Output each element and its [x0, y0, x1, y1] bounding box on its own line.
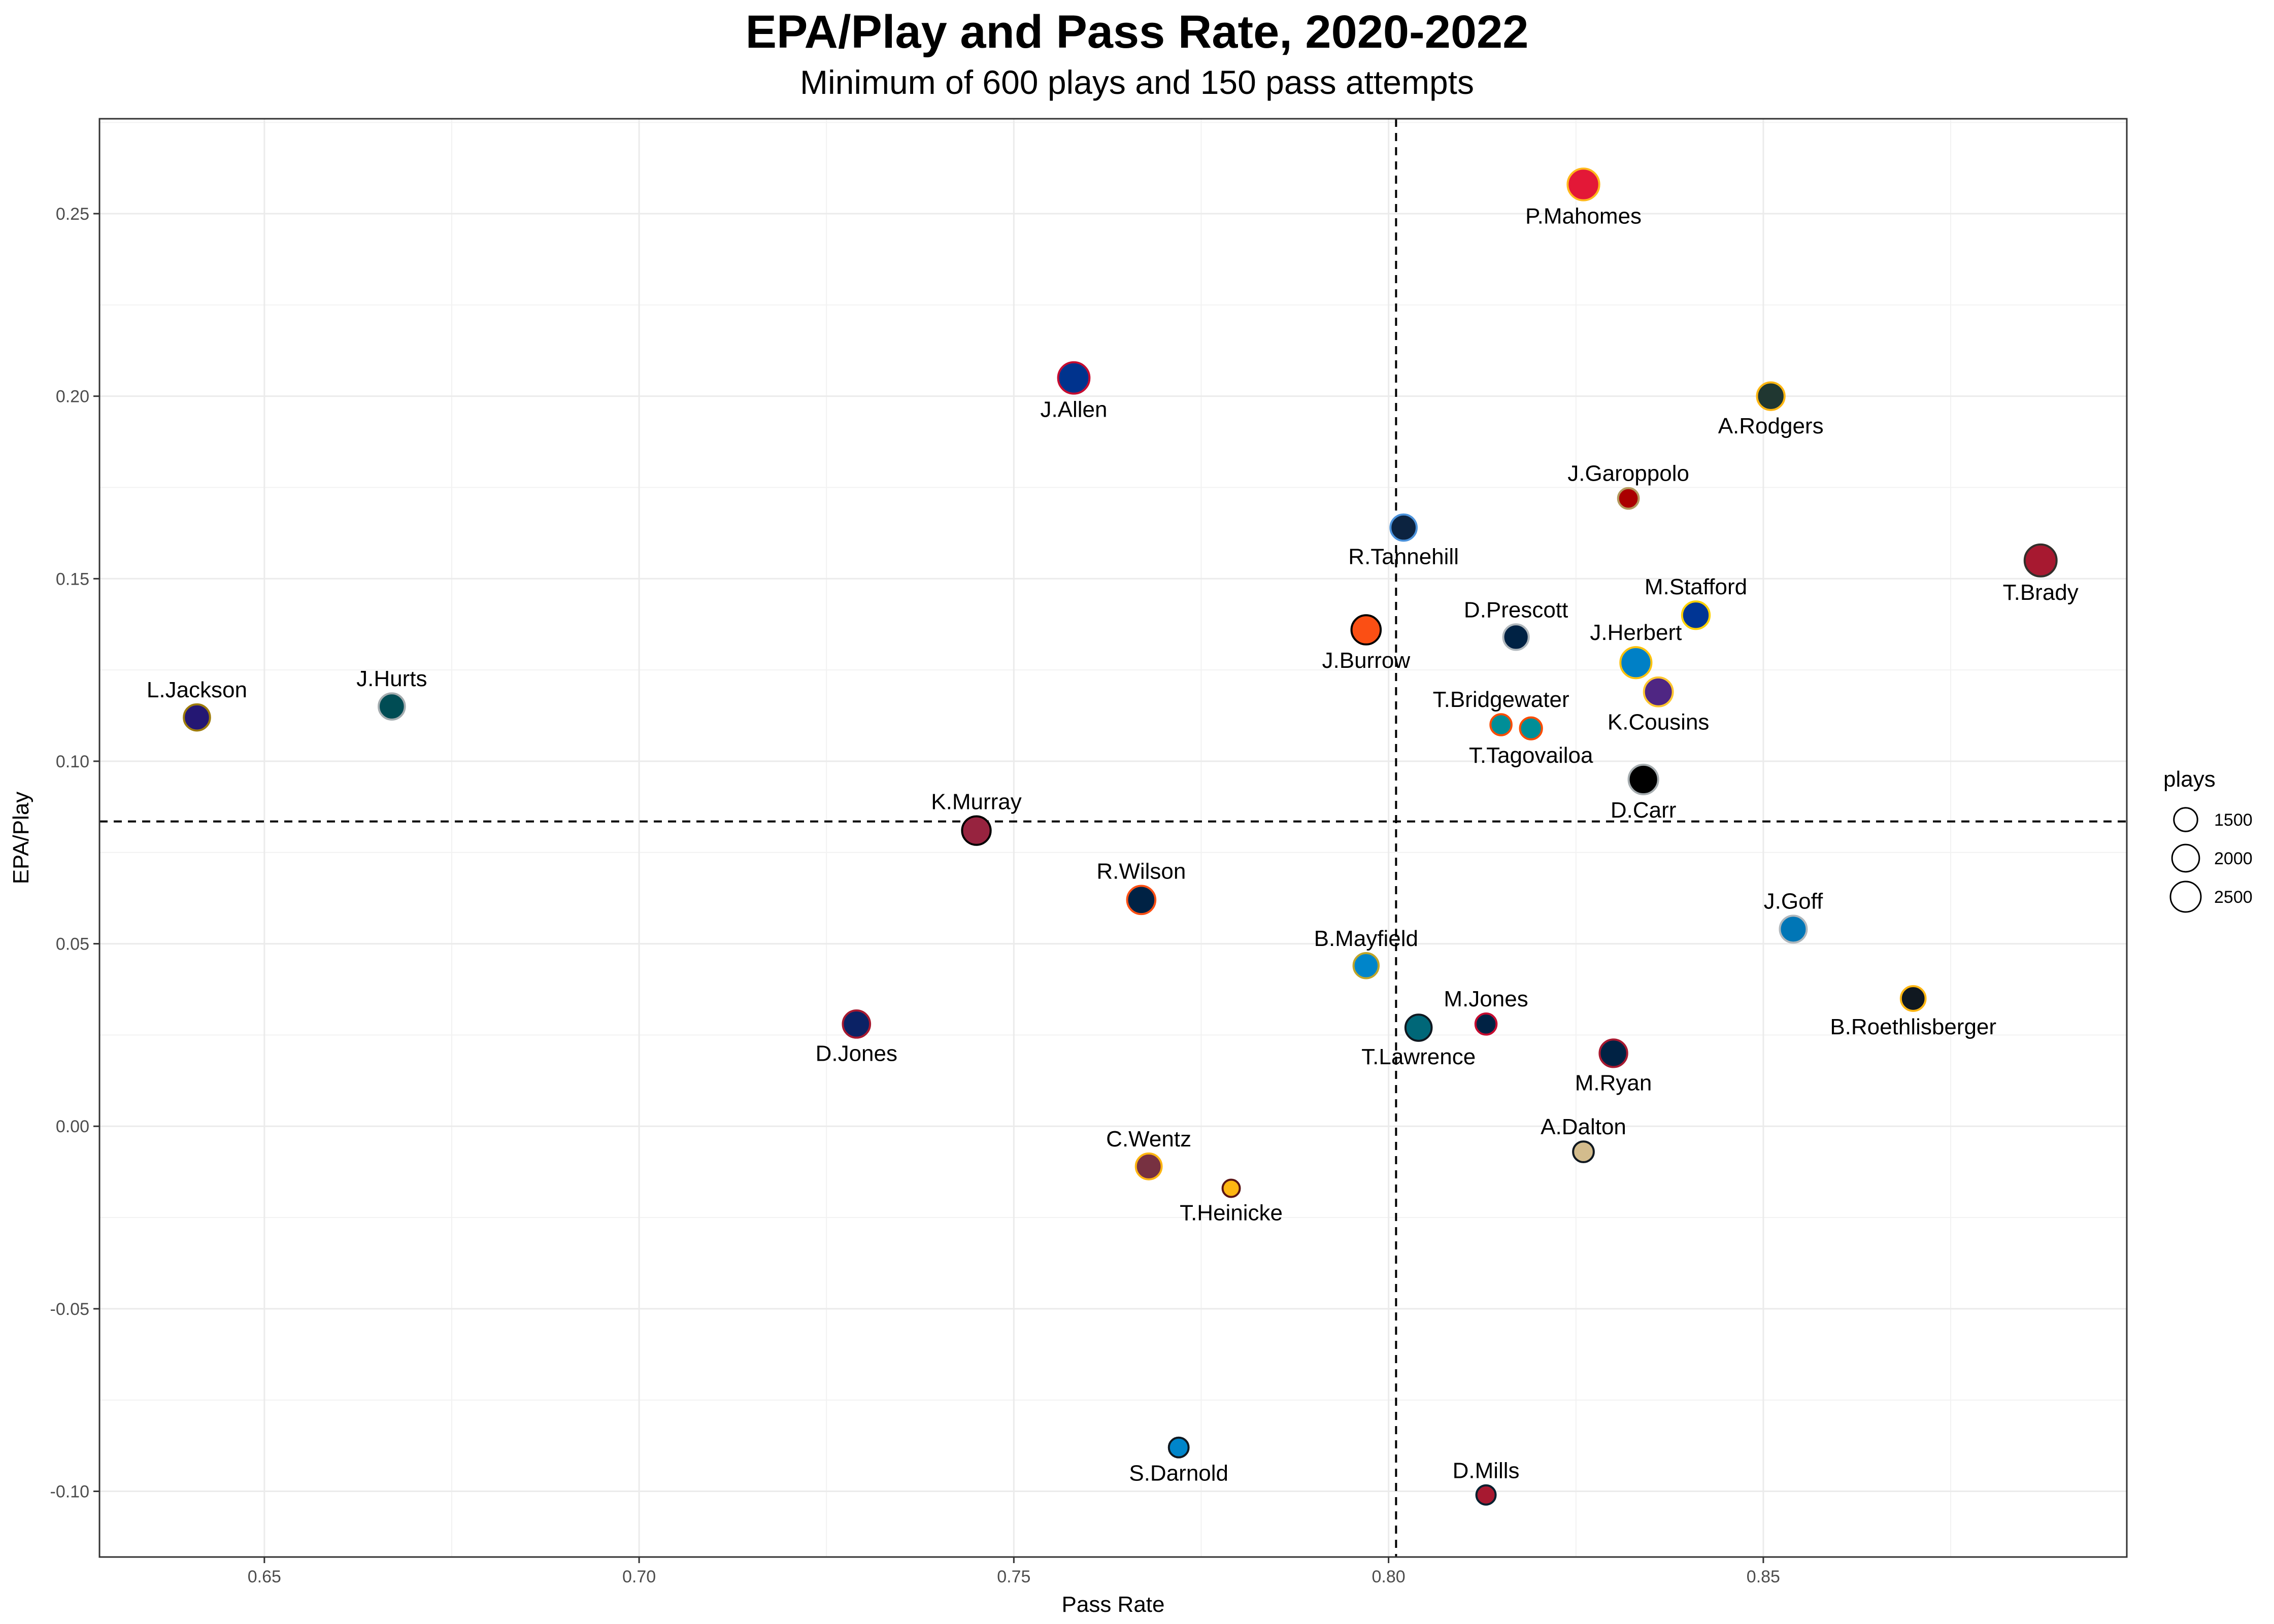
- point-label: A.Rodgers: [1718, 414, 1824, 438]
- point-label: T.Heinicke: [1180, 1200, 1283, 1225]
- data-point: [1389, 513, 1418, 542]
- data-point: [1475, 1484, 1497, 1506]
- data-point: [1134, 1152, 1163, 1180]
- point-label: M.Ryan: [1575, 1071, 1652, 1096]
- size-legend: plays 1500 2000 2500: [2163, 767, 2253, 913]
- legend-title: plays: [2163, 767, 2216, 792]
- point-label: A.Dalton: [1541, 1114, 1626, 1139]
- y-axis-title: EPA/Play: [9, 792, 34, 885]
- y-tick-label: 0.10: [56, 752, 89, 771]
- data-point: [378, 692, 406, 721]
- legend-label: 2500: [2214, 888, 2253, 907]
- data-point: [1352, 952, 1380, 979]
- data-point: [1474, 1012, 1498, 1036]
- major-gridlines: [99, 119, 2127, 1557]
- point-label: K.Murray: [931, 789, 1021, 814]
- point-label: J.Goff: [1764, 889, 1823, 913]
- point-label: M.Stafford: [1645, 574, 1747, 599]
- data-point: [1756, 381, 1786, 411]
- data-point: [1598, 1038, 1628, 1068]
- point-label: D.Mills: [1453, 1459, 1520, 1483]
- point-label: D.Jones: [816, 1041, 897, 1066]
- data-point: [1899, 985, 1927, 1012]
- y-tick-label: -0.05: [50, 1300, 90, 1319]
- minor-gridlines: [99, 119, 2127, 1557]
- y-tick-label: -0.10: [50, 1482, 90, 1502]
- x-tick-label: 0.75: [997, 1567, 1030, 1586]
- x-axis-ticks: 0.65 0.70 0.75 0.80 0.85: [248, 1557, 1780, 1586]
- y-tick-label: 0.05: [56, 935, 89, 954]
- legend-key: [2173, 807, 2198, 832]
- point-label: L.Jackson: [147, 678, 247, 702]
- chart-title: EPA/Play and Pass Rate, 2020-2022: [745, 6, 1529, 58]
- data-point: [1779, 915, 1808, 944]
- data-point: [1057, 361, 1091, 395]
- y-tick-label: 0.15: [56, 569, 89, 589]
- point-labels: P.Mahomes J.Allen A.Rodgers J.Garoppolo R.Ta…: [147, 204, 2079, 1486]
- point-label: J.Garoppolo: [1567, 461, 1689, 486]
- data-point: [1350, 614, 1382, 646]
- point-label: J.Allen: [1040, 397, 1107, 422]
- point-label: P.Mahomes: [1525, 204, 1642, 229]
- data-point: [183, 703, 211, 732]
- point-label: J.Hurts: [356, 666, 427, 691]
- data-point: [1489, 713, 1513, 736]
- point-label: S.Darnold: [1129, 1461, 1228, 1486]
- point-label: J.Burrow: [1322, 648, 1411, 673]
- data-point: [1572, 1140, 1595, 1163]
- legend-label: 1500: [2214, 810, 2253, 830]
- legend-key: [2171, 843, 2200, 873]
- point-label: T.Brady: [2003, 580, 2079, 605]
- point-label: R.Wilson: [1096, 859, 1186, 884]
- point-label: J.Herbert: [1590, 620, 1682, 645]
- point-label: R.Tannehill: [1348, 544, 1459, 569]
- data-point: [1502, 623, 1530, 651]
- y-tick-label: 0.20: [56, 387, 89, 407]
- point-label: C.Wentz: [1106, 1127, 1191, 1152]
- point-label: D.Prescott: [1464, 597, 1568, 622]
- x-axis-title: Pass Rate: [1062, 1592, 1165, 1617]
- data-point: [1617, 487, 1640, 510]
- point-label: B.Roethlisberger: [1830, 1014, 1996, 1039]
- data-point: [1681, 600, 1711, 630]
- chart-subtitle: Minimum of 600 plays and 150 pass attemp…: [799, 63, 1475, 101]
- data-point: [1566, 167, 1600, 201]
- point-label: K.Cousins: [1608, 710, 1710, 735]
- point-label: T.Bridgewater: [1433, 687, 1569, 712]
- point-label: B.Mayfield: [1314, 926, 1418, 951]
- legend-label: 2000: [2214, 849, 2253, 868]
- data-point: [1404, 1013, 1433, 1042]
- point-label: T.Tagovailoa: [1469, 743, 1593, 768]
- x-tick-label: 0.85: [1747, 1567, 1780, 1586]
- plot-border: [98, 118, 2128, 1558]
- point-label: D.Carr: [1611, 798, 1677, 823]
- point-label: M.Jones: [1444, 987, 1528, 1011]
- data-point: [1619, 646, 1653, 680]
- data-point: [961, 815, 992, 846]
- data-points: [183, 167, 2058, 1506]
- data-point: [2023, 543, 2058, 578]
- data-point: [842, 1009, 872, 1039]
- point-label: T.Lawrence: [1361, 1044, 1476, 1069]
- x-tick-label: 0.70: [622, 1567, 656, 1586]
- data-point: [1221, 1178, 1241, 1198]
- plot-panel: [99, 119, 2127, 1557]
- y-tick-label: 0.25: [56, 205, 89, 224]
- y-tick-label: 0.00: [56, 1117, 89, 1136]
- x-tick-label: 0.65: [248, 1567, 281, 1586]
- x-tick-label: 0.80: [1372, 1567, 1406, 1586]
- data-point: [1126, 885, 1157, 916]
- data-point: [1519, 716, 1543, 740]
- reference-lines: [99, 119, 2127, 1557]
- y-axis-ticks: -0.10 -0.05 0.00 0.05 0.10 0.15 0.20 0.25: [50, 205, 99, 1502]
- data-point: [1627, 763, 1659, 795]
- data-point: [1643, 676, 1674, 707]
- data-point: [1167, 1436, 1190, 1459]
- legend-key: [2169, 881, 2202, 913]
